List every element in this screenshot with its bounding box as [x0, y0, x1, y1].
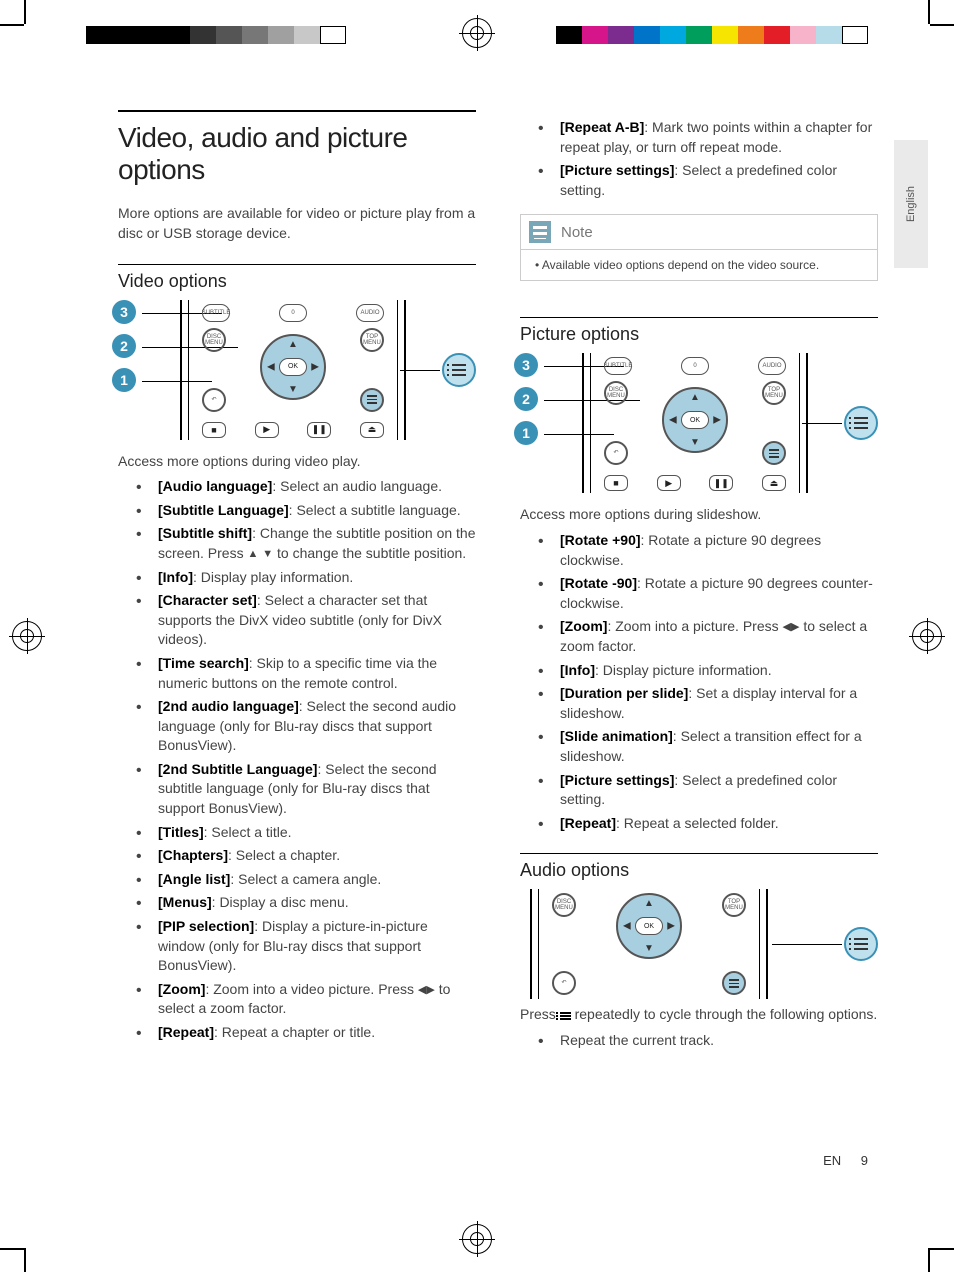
color-swatches-color	[556, 26, 868, 44]
eject-button-icon: ⏏	[360, 422, 384, 438]
list-item: Repeat the current track.	[538, 1031, 878, 1051]
audio-options-heading: Audio options	[520, 853, 878, 881]
video-options-heading: Video options	[118, 264, 476, 292]
pause-button-icon: ❚❚	[307, 422, 331, 438]
audio-lead: Press repeatedly to cycle through the fo…	[520, 1005, 878, 1025]
note-body: Available video options depend on the vi…	[521, 249, 877, 280]
callout-2: 2	[514, 387, 538, 411]
list-item: [Picture settings]: Select a predefined …	[538, 161, 878, 200]
top-menu-button-icon: TOP MENU	[360, 328, 384, 352]
picture-lead: Access more options during slideshow.	[520, 505, 878, 525]
list-item: [2nd Subtitle Language]: Select the seco…	[136, 760, 476, 819]
play-button-icon: ▶	[657, 475, 681, 491]
options-highlight-icon	[442, 353, 476, 387]
language-tab: English	[894, 140, 928, 268]
note-box: Note Available video options depend on t…	[520, 214, 878, 281]
note-title: Note	[561, 224, 593, 241]
dpad-icon: ▲▼ ◀▶ OK	[604, 893, 694, 959]
list-item: [PIP selection]: Display a picture-in-pi…	[136, 917, 476, 976]
list-item: [Zoom]: Zoom into a picture. Press ◀▶ to…	[538, 617, 878, 656]
registration-mark	[462, 1224, 492, 1254]
footer-lang: EN	[823, 1153, 841, 1168]
audio-remote-diagram: DISC MENU TOP MENU ▲▼ ◀▶ OK ↶	[520, 889, 878, 999]
remote-illustration: SUBTITLE 0 AUDIO DISC MENU TOP MENU ▲▼ ◀…	[180, 300, 406, 440]
list-item: [Audio language]: Select an audio langua…	[136, 477, 476, 497]
registration-mark	[12, 621, 42, 651]
language-tab-label: English	[905, 186, 917, 222]
top-menu-button-icon: TOP MENU	[722, 893, 746, 917]
stop-button-icon: ■	[202, 422, 226, 438]
picture-options-list: [Rotate +90]: Rotate a picture 90 degree…	[538, 531, 878, 833]
list-item: [Angle list]: Select a camera angle.	[136, 870, 476, 890]
video-options-list-continued: [Repeat A-B]: Mark two points within a c…	[538, 118, 878, 200]
note-icon	[529, 221, 551, 243]
stop-button-icon: ■	[604, 475, 628, 491]
list-item: [Zoom]: Zoom into a video picture. Press…	[136, 980, 476, 1019]
list-item: [Repeat]: Repeat a chapter or title.	[136, 1023, 476, 1043]
list-item: [2nd audio language]: Select the second …	[136, 697, 476, 756]
back-button-icon: ↶	[604, 441, 628, 465]
video-lead: Access more options during video play.	[118, 452, 476, 472]
callout-3: 3	[514, 353, 538, 377]
list-item: [Repeat]: Repeat a selected folder.	[538, 814, 878, 834]
audio-button-icon: AUDIO	[758, 357, 786, 375]
list-item: [Time search]: Skip to a specific time v…	[136, 654, 476, 693]
remote-illustration: SUBTITLE 0 AUDIO DISC MENU TOP MENU ▲▼ ◀…	[582, 353, 808, 493]
page-footer: EN 9	[823, 1153, 868, 1168]
remote-illustration: DISC MENU TOP MENU ▲▼ ◀▶ OK ↶	[530, 889, 768, 999]
registration-mark	[462, 18, 492, 48]
list-item: [Duration per slide]: Set a display inte…	[538, 684, 878, 723]
list-item: [Info]: Display play information.	[136, 568, 476, 588]
list-item: [Rotate +90]: Rotate a picture 90 degree…	[538, 531, 878, 570]
picture-remote-diagram: 3 2 1 SUBTITLE 0 AUDIO DISC MENU	[520, 353, 878, 493]
list-item: [Chapters]: Select a chapter.	[136, 846, 476, 866]
list-item: [Slide animation]: Select a transition e…	[538, 727, 878, 766]
disc-menu-button-icon: DISC MENU	[604, 381, 628, 405]
footer-page: 9	[861, 1153, 868, 1168]
ok-button-icon: OK	[279, 358, 307, 376]
options-button-icon	[762, 441, 786, 465]
list-item: [Character set]: Select a character set …	[136, 591, 476, 650]
subtitle-button-icon: SUBTITLE	[202, 304, 230, 322]
list-item: [Subtitle Language]: Select a subtitle l…	[136, 501, 476, 521]
ok-button-icon: OK	[635, 917, 663, 935]
list-item: [Picture settings]: Select a predefined …	[538, 771, 878, 810]
list-item: [Rotate -90]: Rotate a picture 90 degree…	[538, 574, 878, 613]
callout-3: 3	[112, 300, 136, 324]
list-item: [Menus]: Display a disc menu.	[136, 893, 476, 913]
audio-options-list: Repeat the current track.	[538, 1031, 878, 1051]
back-button-icon: ↶	[202, 388, 226, 412]
zero-button-icon: 0	[681, 357, 709, 375]
options-highlight-icon	[844, 927, 878, 961]
subtitle-button-icon: SUBTITLE	[604, 357, 632, 375]
registration-mark	[912, 621, 942, 651]
top-menu-button-icon: TOP MENU	[762, 381, 786, 405]
disc-menu-button-icon: DISC MENU	[552, 893, 576, 917]
play-button-icon: ▶	[255, 422, 279, 438]
picture-options-heading: Picture options	[520, 317, 878, 345]
options-inline-icon	[560, 1011, 571, 1021]
options-button-icon	[722, 971, 746, 995]
disc-menu-button-icon: DISC MENU	[202, 328, 226, 352]
ok-button-icon: OK	[681, 411, 709, 429]
zero-button-icon: 0	[279, 304, 307, 322]
list-item: [Repeat A-B]: Mark two points within a c…	[538, 118, 878, 157]
eject-button-icon: ⏏	[762, 475, 786, 491]
callout-2: 2	[112, 334, 136, 358]
back-button-icon: ↶	[552, 971, 576, 995]
callout-1: 1	[112, 368, 136, 392]
audio-button-icon: AUDIO	[356, 304, 384, 322]
callout-1: 1	[514, 421, 538, 445]
list-item: [Info]: Display picture information.	[538, 661, 878, 681]
video-options-list: [Audio language]: Select an audio langua…	[136, 477, 476, 1042]
options-button-icon	[360, 388, 384, 412]
list-item: [Titles]: Select a title.	[136, 823, 476, 843]
pause-button-icon: ❚❚	[709, 475, 733, 491]
intro-text: More options are available for video or …	[118, 204, 476, 243]
color-swatches-gray	[86, 26, 346, 44]
list-item: [Subtitle shift]: Change the subtitle po…	[136, 524, 476, 563]
options-highlight-icon	[844, 406, 878, 440]
page-title: Video, audio and picture options	[118, 110, 476, 186]
video-remote-diagram: 3 2 1 SUBTITLE 0 AUDIO DISC MENU	[118, 300, 476, 440]
